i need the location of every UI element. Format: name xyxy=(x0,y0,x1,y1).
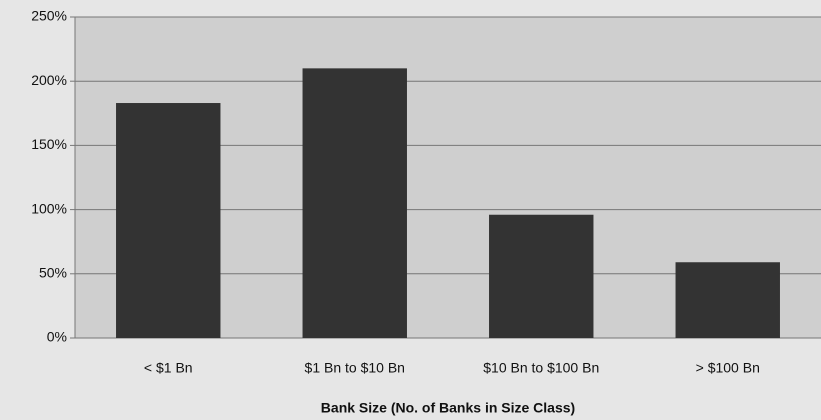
bar xyxy=(302,68,407,339)
y-tick-label: 50% xyxy=(39,265,67,281)
x-tick-label: < $1 Bn xyxy=(144,360,193,376)
bar xyxy=(675,262,780,338)
y-tick-label: 150% xyxy=(31,136,67,152)
y-tick-label: 0% xyxy=(47,329,67,345)
y-tick-label: 200% xyxy=(31,72,67,88)
bar xyxy=(489,214,594,338)
y-tick-label: 250% xyxy=(31,8,67,24)
x-tick-label: $10 Bn to $100 Bn xyxy=(483,360,599,376)
x-tick-label: $1 Bn to $10 Bn xyxy=(305,360,405,376)
x-axis-title: Bank Size (No. of Banks in Size Class) xyxy=(321,400,575,416)
y-tick-label: 100% xyxy=(31,200,67,216)
bar xyxy=(116,103,221,338)
x-tick-label: > $100 Bn xyxy=(696,360,760,376)
